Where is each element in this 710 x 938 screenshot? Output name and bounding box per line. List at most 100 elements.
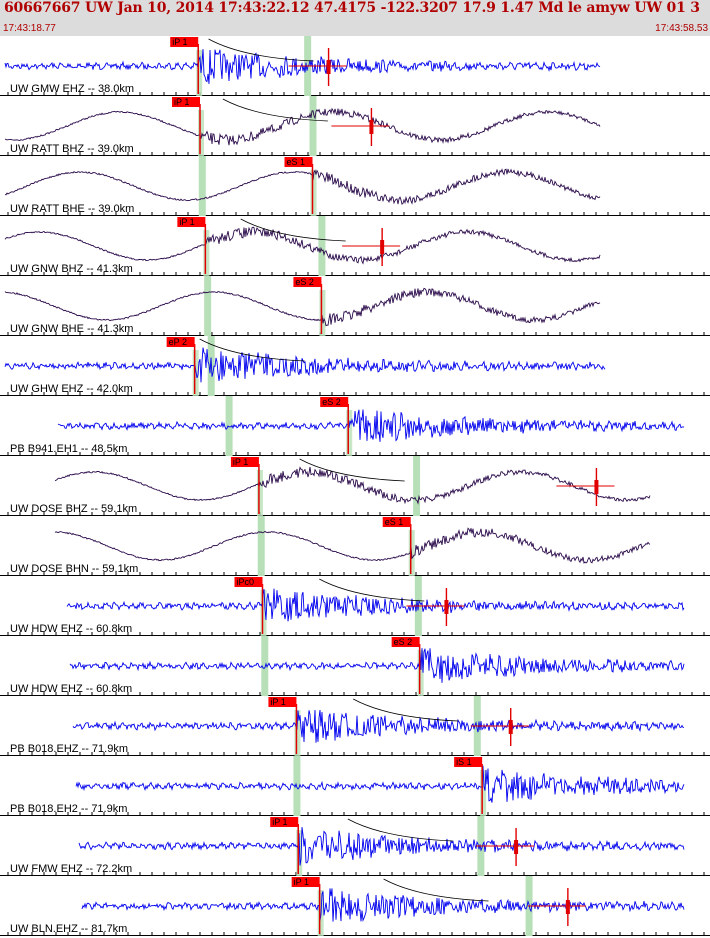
pick-label-box — [166, 337, 195, 347]
coda-curve — [222, 98, 328, 122]
pick-label: eS 1 — [287, 157, 306, 167]
waveform-trace — [54, 527, 651, 564]
window-band — [204, 276, 212, 336]
trace-row: iPc0 UW HDW EHZ -- 60.8km — [0, 576, 710, 636]
pick-label-box — [234, 577, 263, 587]
amplitude-peak — [514, 840, 519, 854]
window-band — [261, 636, 269, 696]
amplitude-peak — [508, 720, 513, 734]
waveform-trace — [66, 588, 685, 622]
waveform-trace — [72, 709, 685, 743]
window-band — [203, 230, 210, 276]
waveform-trace — [4, 168, 601, 205]
amplitude-peak — [565, 900, 570, 914]
trace-row: eP 2 UW GHW EHZ -- 42.0km — [0, 336, 710, 396]
window-band — [417, 650, 424, 696]
amplitude-peak — [326, 60, 331, 74]
seismogram-panel: iP 1 UW GMW EHZ -- 38.0km iP 1 UW RATT BHZ … — [0, 36, 710, 936]
end-time-label: 17:43:58.53 — [655, 23, 708, 34]
station-label: PB B941.EH1 -- 48.5km — [10, 443, 127, 455]
window-band — [192, 350, 199, 396]
pick-label-box — [230, 457, 259, 467]
amplitude-peak — [594, 480, 599, 494]
waveform-trace — [69, 648, 685, 683]
waveform-trace — [54, 466, 651, 505]
station-label: UW RATT BHZ -- 39.0km — [10, 143, 134, 155]
station-label: UW DOSE BHZ -- 59.1km — [10, 503, 137, 515]
coda-curve — [383, 878, 489, 902]
window-band — [225, 396, 233, 456]
window-band — [257, 516, 265, 576]
pick-label: eS 1 — [385, 517, 404, 527]
window-band — [346, 410, 353, 456]
waveform-trace — [78, 827, 685, 866]
pick-label: iPc0 — [237, 577, 255, 587]
trace-row: eS 1 UW RATT BHE -- 39.0km — [0, 156, 710, 216]
station-label: UW DOSE BHN -- 59.1km — [10, 563, 138, 575]
start-time-label: 17:43:18.77 — [3, 23, 56, 34]
station-label: UW GNW BHZ -- 41.3km — [10, 263, 133, 275]
station-label: UW HDW EHZ -- 60.8km — [10, 623, 132, 635]
trace-row: iP 1 UW GMW EHZ -- 38.0km — [0, 36, 710, 96]
pick-label: iS 1 — [456, 757, 472, 767]
station-label: UW GMW EHZ -- 38.0km — [10, 83, 134, 95]
window-band — [319, 290, 326, 336]
pick-label-box — [382, 517, 411, 527]
pick-label: eS 2 — [394, 637, 413, 647]
pick-label: eS 2 — [322, 397, 341, 407]
pick-label-box — [172, 97, 200, 107]
pick-label-box — [268, 697, 297, 707]
pick-label-box — [391, 637, 420, 647]
pick-label: iP 1 — [172, 37, 187, 47]
window-band — [318, 216, 326, 276]
window-band — [256, 470, 263, 516]
trace-row: iP 1 UW BLN.EHZ -- 81.7km — [0, 876, 710, 936]
trace-row: iS 1 PB B018.EH2 -- 71.9km — [0, 756, 710, 816]
station-label: UW RATT BHE -- 39.0km — [10, 203, 134, 215]
waveform-trace — [4, 226, 601, 265]
waveform-trace — [75, 765, 685, 803]
trace-row: eS 1 UW DOSE BHN -- 59.1km — [0, 516, 710, 576]
trace-row: iP 1 UW FMW EHZ -- 72.2km — [0, 816, 710, 876]
waveform-trace — [4, 107, 601, 146]
trace-row: eS 2 PB B941.EH1 -- 48.5km — [0, 396, 710, 456]
station-label: UW BLN.EHZ -- 81.7km — [10, 923, 127, 935]
window-band — [309, 96, 317, 156]
pick-label-box — [170, 37, 199, 47]
event-title: 60667667 UW Jan 10, 2014 17:43:22.12 47.… — [4, 0, 700, 16]
trace-row: iP 1 PB B018.EHZ -- 71.9km — [0, 696, 710, 756]
coda-curve — [319, 578, 425, 602]
pick-label: eP 2 — [169, 337, 187, 347]
window-band — [480, 770, 487, 816]
station-label: PB B018.EHZ -- 71.9km — [10, 743, 128, 755]
coda-curve — [299, 458, 405, 482]
waveform-trace — [4, 287, 601, 327]
station-label: UW FMW EHZ -- 72.2km — [10, 863, 132, 875]
pick-label-box — [291, 877, 320, 887]
amplitude-peak — [380, 240, 385, 254]
pick-label-box — [284, 157, 313, 167]
waveform-trace — [57, 409, 685, 442]
pick-label-box — [293, 277, 322, 287]
window-band — [413, 456, 421, 516]
pick-label-box — [177, 217, 206, 227]
trace-row: iP 1 UW RATT BHZ -- 39.0km — [0, 96, 710, 156]
station-label: UW HDW EHZ -- 60.8km — [10, 683, 132, 695]
trace-row: eS 2 UW GNW BHE -- 41.3km — [0, 276, 710, 336]
window-band — [310, 170, 317, 216]
waveform-trace — [4, 49, 601, 84]
event-header: 60667667 UW Jan 10, 2014 17:43:22.12 47.… — [0, 0, 710, 36]
waveform-trace — [81, 888, 685, 922]
amplitude-peak — [444, 600, 449, 614]
coda-curve — [353, 698, 459, 722]
station-label: UW GHW EHZ -- 42.0km — [10, 383, 133, 395]
window-band — [196, 50, 203, 96]
pick-label-box — [454, 757, 483, 767]
coda-curve — [208, 38, 314, 62]
pick-label: eS 2 — [295, 277, 314, 287]
station-label: UW GNW BHE -- 41.3km — [10, 323, 133, 335]
window-band — [260, 590, 267, 636]
pick-label: iP 1 — [233, 457, 248, 467]
pick-label: iP 1 — [272, 817, 287, 827]
waveform-trace — [4, 347, 606, 383]
